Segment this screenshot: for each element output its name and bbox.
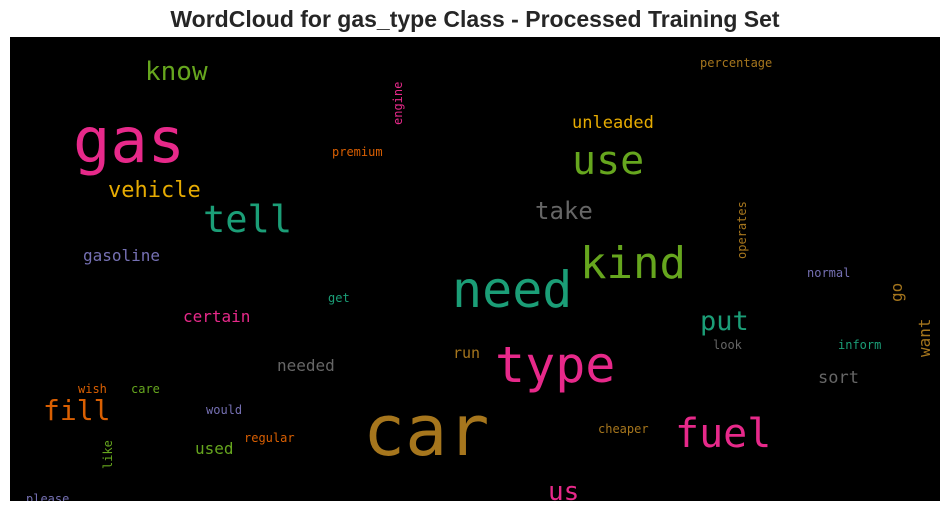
word-need: need: [452, 261, 572, 319]
word-look: look: [713, 338, 743, 352]
wordcloud-canvas: car gas need type kind use fuel tell fill put know…: [10, 37, 940, 501]
word-like: like: [101, 440, 115, 469]
word-know: know: [145, 57, 208, 87]
word-put: put: [700, 306, 749, 337]
word-car: car: [363, 390, 489, 472]
word-used: used: [195, 439, 234, 458]
word-get: get: [328, 291, 350, 305]
word-sort: sort: [818, 368, 859, 388]
word-certain: certain: [183, 307, 250, 326]
word-please: please: [26, 492, 69, 501]
word-percentage: percentage: [700, 56, 772, 70]
word-premium: premium: [332, 145, 383, 159]
word-run: run: [453, 344, 480, 362]
word-operates: operates: [735, 201, 749, 259]
word-normal: normal: [807, 266, 850, 280]
word-want: want: [915, 318, 934, 357]
word-cheaper: cheaper: [598, 422, 649, 436]
chart-title: WordCloud for gas_type Class - Processed…: [170, 6, 780, 32]
word-would: would: [206, 403, 242, 417]
word-care: care: [131, 382, 160, 396]
word-go: go: [887, 283, 906, 302]
word-us: us: [548, 477, 579, 501]
word-engine: engine: [391, 82, 405, 125]
word-kind: kind: [580, 238, 686, 289]
word-wish: wish: [78, 382, 107, 396]
word-fill: fill: [43, 394, 110, 427]
word-gasoline: gasoline: [83, 246, 160, 265]
word-gas: gas: [73, 104, 185, 177]
word-vehicle: vehicle: [108, 178, 201, 203]
wordcloud-svg: car gas need type kind use fuel tell fill put know…: [26, 56, 934, 501]
word-type: type: [495, 336, 615, 394]
word-needed: needed: [277, 356, 335, 375]
word-unleaded: unleaded: [572, 113, 654, 133]
word-use: use: [572, 138, 644, 184]
word-inform: inform: [838, 338, 881, 352]
word-regular: regular: [244, 431, 295, 445]
word-fuel: fuel: [675, 411, 771, 457]
word-take: take: [535, 197, 593, 225]
word-tell: tell: [203, 198, 292, 241]
